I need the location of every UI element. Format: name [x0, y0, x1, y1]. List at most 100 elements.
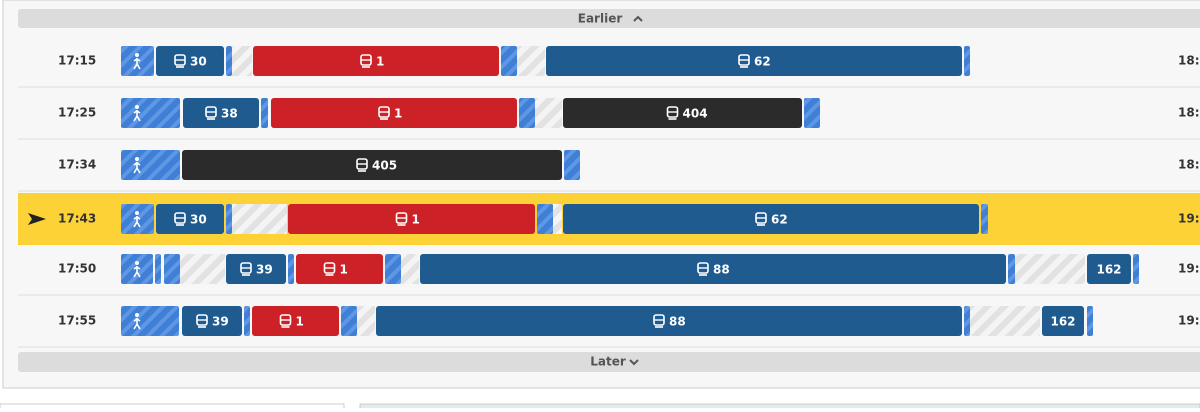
later-label: Later	[590, 355, 626, 369]
transfer-segment	[519, 98, 535, 128]
tram-segment	[271, 98, 517, 128]
route-label: 1	[340, 263, 348, 277]
transfer-segment	[341, 306, 357, 336]
tram-segment	[296, 254, 383, 284]
walk-icon	[135, 157, 139, 161]
walk-icon	[133, 318, 141, 330]
departure-time: 17:25	[58, 106, 96, 120]
walk-icon	[135, 105, 139, 109]
up-chevron	[633, 15, 643, 22]
bus-segment	[1042, 306, 1084, 336]
walk-segment	[121, 98, 180, 128]
bus-segment	[546, 46, 962, 76]
route-label: 30	[190, 55, 207, 69]
route-label: 1	[376, 55, 384, 69]
transfer-segment	[804, 98, 820, 128]
bus-segment	[420, 254, 1006, 284]
walk-icon	[133, 216, 141, 228]
route-label: 39	[212, 315, 229, 329]
coach-segment	[182, 150, 562, 180]
transfer-segment	[537, 204, 553, 234]
walk-icon	[135, 313, 139, 317]
transfer-segment	[226, 204, 232, 234]
bus-segment	[156, 46, 224, 76]
arrival-time: 19:2	[1178, 212, 1200, 226]
transfer-segment	[385, 254, 401, 284]
wait-segment	[970, 306, 1040, 336]
transfer-segment	[964, 46, 970, 76]
transfer-segment	[1008, 254, 1015, 284]
down-chevron	[629, 359, 639, 366]
transfer-segment	[261, 98, 268, 128]
walk-icon	[135, 211, 139, 215]
transfer-segment	[244, 306, 250, 336]
wait-segment	[553, 204, 562, 234]
route-label: 39	[256, 263, 273, 277]
arrival-time: 19:4	[1178, 262, 1200, 276]
wait-segment	[232, 46, 252, 76]
route-label: 88	[713, 263, 730, 277]
selected-arrow	[28, 213, 46, 225]
transfer-segment	[564, 150, 580, 180]
route-label: 162	[1050, 315, 1075, 329]
departure-time: 17:34	[58, 158, 96, 172]
departure-time: 17:43	[58, 212, 96, 226]
walk-icon	[133, 110, 141, 122]
transfer-segment	[155, 254, 161, 284]
bus-segment	[1087, 254, 1131, 284]
later-button[interactable]	[18, 352, 1200, 372]
wait-segment	[517, 46, 545, 76]
transfer-segment	[1087, 306, 1093, 336]
wait-segment	[180, 254, 225, 284]
tram-segment	[253, 46, 499, 76]
route-label: 405	[372, 159, 397, 173]
route-label: 162	[1096, 263, 1121, 277]
tram-segment	[252, 306, 339, 336]
walk-icon	[133, 162, 141, 174]
bus-segment	[563, 204, 979, 234]
walk-segment	[121, 306, 179, 336]
transfer-segment	[501, 46, 517, 76]
tram-segment	[288, 204, 535, 234]
walk-icon	[133, 58, 141, 70]
bus-segment	[376, 306, 962, 336]
route-label: 30	[190, 213, 207, 227]
earlier-button[interactable]	[18, 9, 1200, 28]
route-label: 88	[669, 315, 686, 329]
transfer-segment	[964, 306, 970, 336]
route-label: 62	[771, 213, 788, 227]
route-label: 404	[683, 107, 708, 121]
arrival-time: 18:5	[1178, 54, 1200, 68]
walk-icon	[133, 266, 141, 278]
departure-time: 17:15	[58, 54, 96, 68]
bus-segment	[182, 306, 242, 336]
route-label: 38	[221, 107, 238, 121]
route-label: 1	[412, 213, 420, 227]
wait-segment	[401, 254, 419, 284]
map-edge	[359, 403, 1200, 412]
lower-box	[0, 403, 345, 412]
arrival-time: 18:4	[1178, 106, 1200, 120]
bus-segment	[183, 98, 259, 128]
transfer-segment	[164, 254, 180, 284]
transfer-segment	[288, 254, 294, 284]
wait-segment	[1015, 254, 1085, 284]
earlier-label: Earlier	[578, 12, 623, 26]
transfer-segment	[226, 46, 232, 76]
walk-icon	[135, 261, 139, 265]
wait-segment	[232, 204, 287, 234]
arrival-time: 18:2	[1178, 158, 1200, 172]
bus-segment	[226, 254, 286, 284]
transfer-segment	[981, 204, 988, 234]
bus-segment	[156, 204, 224, 234]
departure-time: 17:50	[58, 262, 96, 276]
arrival-time: 19:4	[1178, 314, 1200, 328]
walk-segment	[121, 150, 180, 180]
route-label: 1	[394, 107, 402, 121]
route-label: 62	[754, 55, 771, 69]
wait-segment	[535, 98, 562, 128]
departure-time: 17:55	[58, 314, 96, 328]
route-label: 1	[296, 315, 304, 329]
walk-icon	[135, 53, 139, 57]
